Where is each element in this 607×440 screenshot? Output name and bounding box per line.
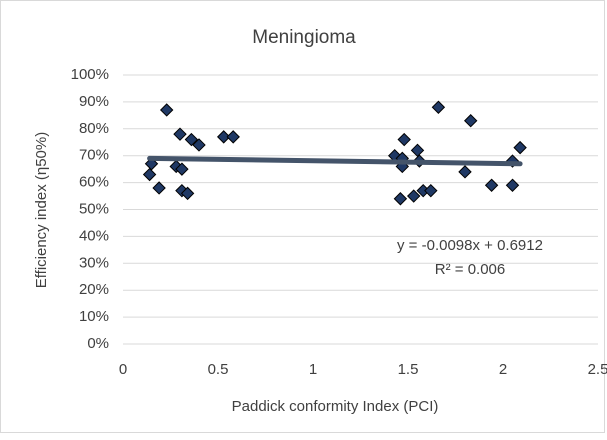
- data-point: [463, 114, 478, 128]
- chart-title: Meningioma: [252, 27, 356, 48]
- x-tick-label: 2.5: [588, 361, 607, 378]
- y-axis-title: Efficiency index (η50%): [33, 132, 50, 288]
- data-point: [192, 138, 206, 152]
- data-point: [406, 189, 421, 203]
- y-tick-label: 50%: [79, 200, 109, 217]
- data-point: [173, 127, 187, 141]
- data-point: [226, 130, 240, 144]
- y-tick-label: 100%: [71, 66, 109, 83]
- data-point: [159, 103, 174, 117]
- y-tick-label: 0%: [87, 335, 109, 352]
- data-point: [184, 132, 199, 147]
- data-point: [397, 132, 411, 147]
- data-point: [513, 140, 527, 155]
- data-point: [393, 192, 408, 206]
- data-point: [484, 178, 499, 192]
- y-tick-label: 70%: [79, 147, 109, 164]
- data-point: [152, 181, 166, 195]
- data-point: [180, 186, 195, 201]
- data-point: [505, 178, 520, 192]
- y-tick-label: 20%: [79, 281, 109, 298]
- r-squared: R² = 0.006: [435, 261, 505, 278]
- x-tick-label: 0.5: [208, 361, 229, 378]
- y-tick-label: 60%: [79, 174, 109, 191]
- x-tick-label: 1: [309, 361, 317, 378]
- x-tick-label: 2: [499, 361, 507, 378]
- data-point: [424, 183, 438, 198]
- y-tick-label: 90%: [79, 93, 109, 110]
- trendline: [147, 155, 523, 167]
- y-tick-label: 40%: [79, 227, 109, 244]
- data-point: [431, 100, 446, 114]
- x-tick-label: 1.5: [398, 361, 419, 378]
- data-point: [216, 130, 231, 144]
- y-tick-label: 80%: [79, 120, 109, 137]
- data-point: [175, 162, 189, 176]
- x-axis-title: Paddick conformity Index (PCI): [232, 398, 439, 415]
- y-tick-label: 10%: [79, 308, 109, 325]
- data-point: [458, 165, 472, 179]
- y-tick-label: 30%: [79, 254, 109, 271]
- equation: y = -0.0098x + 0.6912: [397, 237, 543, 254]
- x-tick-label: 0: [119, 361, 127, 378]
- data-point: [142, 167, 157, 182]
